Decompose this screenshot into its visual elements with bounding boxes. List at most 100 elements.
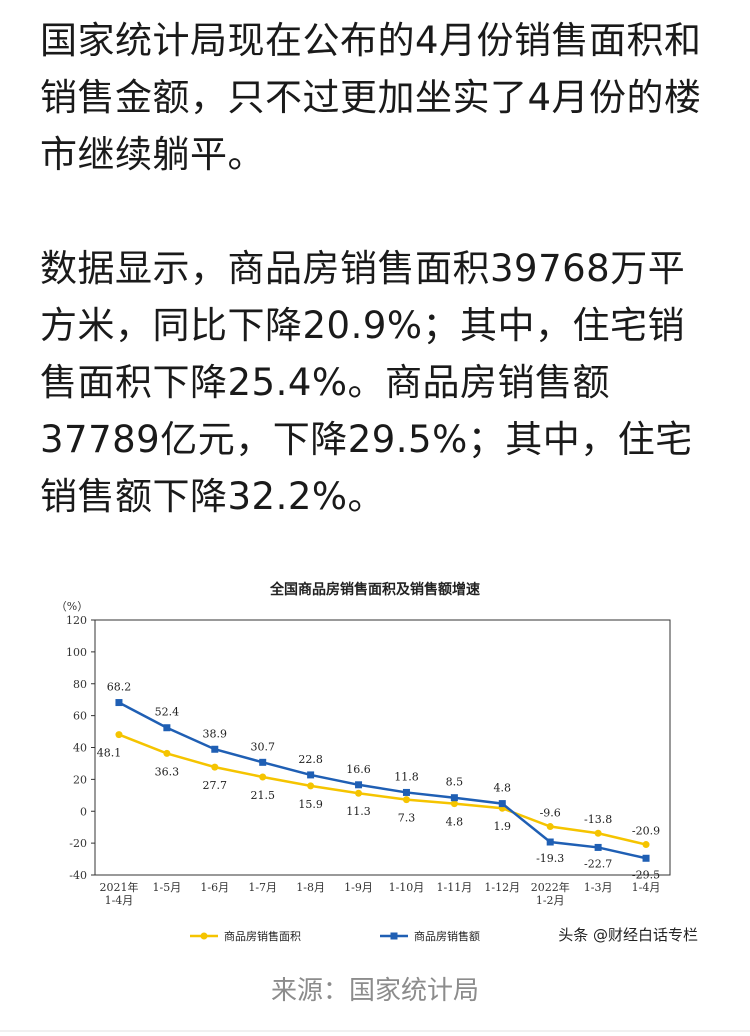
data-label: -9.6 — [540, 807, 561, 820]
x-tick-label-line: 1-10月 — [389, 881, 425, 894]
data-point — [402, 788, 410, 796]
x-tick-label-line: 1-2月 — [536, 894, 565, 907]
article-paragraph-1: 国家统计局现在公布的4月份销售面积和销售金额，只不过更加坐实了4月份的楼市继续躺… — [40, 19, 702, 176]
data-label: 38.9 — [203, 727, 228, 740]
chart-background — [40, 570, 710, 955]
series-line-sales-amount — [118, 701, 647, 860]
source-caption: 来源：国家统计局 — [270, 976, 479, 1006]
data-label: 4.8 — [446, 816, 464, 829]
data-label: 68.2 — [107, 681, 132, 694]
y-tick-label: 100 — [66, 646, 87, 659]
y-tick-label: 120 — [66, 614, 87, 627]
x-tick-label: 1-6月 — [200, 881, 229, 894]
x-tick-label: 1-4月 — [632, 881, 661, 894]
data-point — [594, 829, 602, 837]
data-label: 1.9 — [494, 820, 512, 833]
x-tick-label: 1-11月 — [437, 881, 473, 894]
x-tick-label: 1-5月 — [153, 881, 182, 894]
data-point — [307, 771, 315, 779]
x-tick-label-line: 1-4月 — [632, 881, 661, 894]
series-line-sales-area — [118, 733, 647, 846]
data-point — [355, 781, 363, 789]
data-label: 11.8 — [394, 770, 419, 783]
legend-marker — [390, 932, 398, 940]
data-point — [402, 796, 410, 804]
x-tick-label: 1-8月 — [296, 881, 325, 894]
legend-label: 商品房销售额 — [414, 929, 480, 943]
legend-label: 商品房销售面积 — [224, 929, 301, 943]
chart-title: 全国商品房销售面积及销售额增速 — [269, 581, 480, 598]
y-tick-label: 0 — [80, 805, 87, 818]
legend: 商品房销售面积 商品房销售额 — [190, 929, 480, 943]
sales-growth-chart: 全国商品房销售面积及销售额增速 （%） 120 100 80 60 40 20 0 -20 -4… — [40, 570, 710, 955]
data-point — [642, 854, 650, 862]
x-tick-label-line: 1-4月 — [105, 894, 134, 907]
y-tick-label: -20 — [69, 837, 87, 850]
data-label: 52.4 — [155, 706, 180, 719]
data-point — [355, 789, 363, 797]
data-label: 21.5 — [250, 789, 274, 802]
data-point — [259, 773, 267, 781]
data-label: 4.8 — [494, 782, 512, 795]
data-point — [163, 749, 171, 757]
data-point — [498, 800, 506, 808]
y-tick-label: -40 — [69, 869, 87, 882]
data-label: -22.7 — [584, 857, 612, 870]
data-label: 27.7 — [203, 779, 228, 792]
x-tick-label: 1-12月 — [484, 881, 520, 894]
y-axis-unit-label: （%） — [56, 600, 88, 613]
x-tick-label-line: 1-12月 — [484, 881, 520, 894]
data-label: -19.3 — [536, 852, 564, 865]
data-label: 30.7 — [250, 740, 274, 753]
y-tick-label: 60 — [73, 710, 87, 723]
series-lines-layer — [115, 699, 650, 862]
data-label: -20.9 — [632, 825, 660, 838]
data-point — [450, 794, 458, 802]
x-tick-label: 1-9月 — [344, 881, 373, 894]
y-tick-label: 80 — [73, 678, 87, 691]
x-tick-label: 1-3月 — [584, 881, 613, 894]
data-point — [115, 731, 123, 739]
data-point — [259, 758, 267, 766]
y-tick-label: 20 — [73, 773, 87, 786]
y-tick-label: 40 — [73, 742, 87, 755]
data-labels-layer: 48.1 36.3 27.7 21.5 15.9 11.3 7.3 4.8 1.9 -9.6 -13… — [97, 681, 660, 882]
x-tick-label: 1-10月 — [389, 881, 425, 894]
data-label: -13.8 — [584, 813, 612, 826]
data-point — [115, 699, 123, 707]
data-label: 22.8 — [298, 753, 323, 766]
data-point — [211, 763, 219, 771]
data-label: 48.1 — [97, 747, 122, 760]
data-point — [642, 841, 650, 849]
x-tick-label-line: 1-8月 — [296, 881, 325, 894]
x-tick-label-line: 2022年 — [531, 880, 570, 894]
chart-svg: 全国商品房销售面积及销售额增速 （%） 120 100 80 60 40 20 0 -20 -4… — [40, 570, 710, 955]
divider — [0, 1030, 750, 1032]
x-tick-label-line: 1-11月 — [437, 881, 473, 894]
watermark-text: 头条 @财经白话专栏 — [558, 926, 698, 944]
x-tick-label-line: 2021年 — [99, 880, 138, 894]
data-label: 7.3 — [398, 812, 416, 825]
data-point — [546, 823, 554, 831]
x-tick-label-line: 1-6月 — [200, 881, 229, 894]
data-point — [163, 724, 171, 732]
x-tick-label-line: 1-3月 — [584, 881, 613, 894]
data-point — [450, 800, 458, 808]
data-label: 15.9 — [298, 798, 323, 811]
data-point — [546, 838, 554, 846]
x-tick-label-line: 1-9月 — [344, 881, 373, 894]
legend-marker — [200, 932, 208, 940]
x-tick-label: 2021年 1-4月 — [99, 880, 138, 907]
article-paragraph-2: 数据显示，商品房销售面积39768万平方米，同比下降20.9%；其中，住宅销售面… — [40, 247, 693, 518]
data-point — [307, 782, 315, 790]
x-tick-label-line: 1-7月 — [248, 881, 277, 894]
x-tick-label: 2022年 1-2月 — [531, 880, 570, 907]
data-label: 11.3 — [346, 805, 371, 818]
data-label: 8.5 — [446, 776, 464, 789]
x-tick-label-line: 1-5月 — [153, 881, 182, 894]
data-point — [594, 843, 602, 851]
data-label: -29.5 — [632, 868, 660, 881]
data-label: 36.3 — [155, 765, 180, 778]
data-label: 16.6 — [346, 763, 371, 776]
